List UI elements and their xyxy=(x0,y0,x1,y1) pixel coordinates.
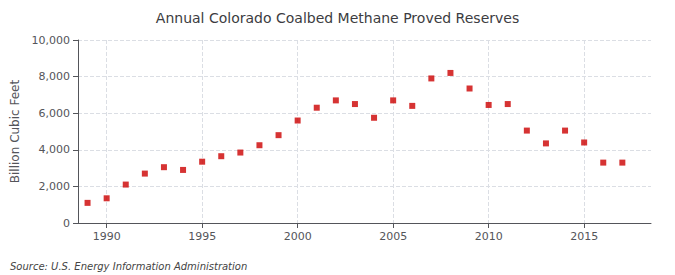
svg-text:6,000: 6,000 xyxy=(39,107,71,120)
svg-text:1990: 1990 xyxy=(93,230,121,243)
svg-text:2000: 2000 xyxy=(284,230,312,243)
svg-text:1995: 1995 xyxy=(188,230,216,243)
svg-text:0: 0 xyxy=(63,217,70,230)
svg-text:Billion Cubic Feet: Billion Cubic Feet xyxy=(8,80,22,184)
svg-text:2,000: 2,000 xyxy=(39,180,71,193)
svg-text:10,000: 10,000 xyxy=(32,34,71,47)
svg-text:8,000: 8,000 xyxy=(39,70,71,83)
svg-text:2015: 2015 xyxy=(570,230,598,243)
svg-text:4,000: 4,000 xyxy=(39,143,71,156)
svg-text:2005: 2005 xyxy=(379,230,407,243)
svg-text:Annual Colorado Coalbed Methan: Annual Colorado Coalbed Methane Proved R… xyxy=(156,10,519,26)
svg-text:2010: 2010 xyxy=(475,230,503,243)
svg-text:Source: U.S. Energy Informatio: Source: U.S. Energy Information Administ… xyxy=(10,261,247,272)
